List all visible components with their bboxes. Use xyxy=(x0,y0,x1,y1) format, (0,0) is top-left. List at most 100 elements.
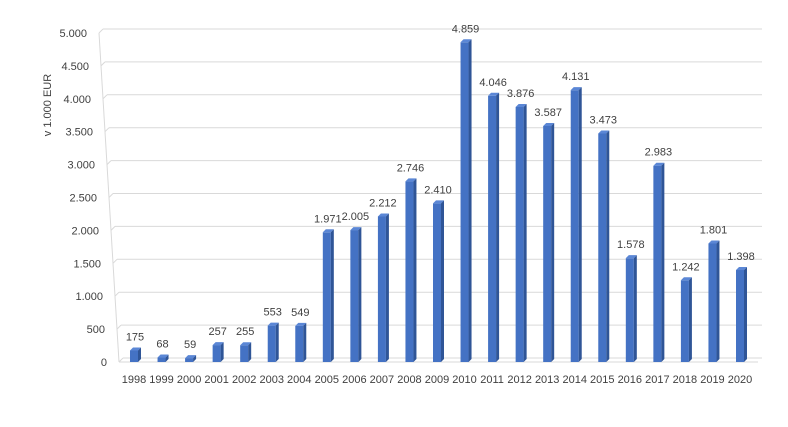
data-label: 1.242 xyxy=(672,261,700,273)
y-tick-label: 1.000 xyxy=(75,291,103,303)
bar-side xyxy=(413,178,417,362)
bar-top xyxy=(570,87,582,91)
bar-2000 xyxy=(185,358,194,362)
bar-2018 xyxy=(680,280,689,362)
x-tick-label: 2005 xyxy=(315,374,339,386)
gridline-corner xyxy=(100,61,106,67)
bar-top xyxy=(515,103,527,107)
bar-2020 xyxy=(736,270,744,362)
x-tick-label: 1998 xyxy=(122,374,146,386)
data-label: 1.801 xyxy=(700,224,728,236)
data-label: 553 xyxy=(264,307,282,319)
data-label: 2.212 xyxy=(369,197,397,209)
gridline-corner xyxy=(104,127,110,133)
bar-side xyxy=(496,92,500,363)
data-label: 3.876 xyxy=(507,88,535,100)
bar-2007 xyxy=(377,216,386,362)
data-label: 2.410 xyxy=(424,184,452,196)
data-label: 4.046 xyxy=(479,77,507,89)
bar-2006 xyxy=(350,230,359,362)
bar-side xyxy=(468,39,472,362)
bar-side xyxy=(193,355,197,362)
bar-2002 xyxy=(240,345,249,362)
x-tick-label: 2020 xyxy=(728,374,752,386)
bar-2004 xyxy=(295,325,304,362)
bar-side xyxy=(248,342,252,362)
bar-top xyxy=(185,355,197,359)
bar-2015 xyxy=(598,133,607,362)
gridline-corner xyxy=(112,258,118,264)
x-tick-label: 2012 xyxy=(507,374,531,386)
gridline-corner xyxy=(102,94,108,100)
bar-top xyxy=(212,342,224,346)
x-tick-label: 2001 xyxy=(204,374,228,386)
bar-2014 xyxy=(570,90,579,362)
data-label: 255 xyxy=(236,326,254,338)
data-label: 1.398 xyxy=(727,251,755,263)
bar-top xyxy=(543,122,555,126)
x-tick-label: 2016 xyxy=(618,374,642,386)
bar-top xyxy=(708,240,720,244)
bar-2011 xyxy=(488,95,497,363)
bar-side xyxy=(220,342,224,362)
y-tick-label: 0 xyxy=(101,357,107,369)
bar-side xyxy=(688,277,692,362)
gridline-corner xyxy=(108,193,114,198)
bar-side xyxy=(661,162,665,362)
x-tick-label: 2011 xyxy=(480,374,504,386)
bar-side xyxy=(330,229,334,362)
y-tick-label: 500 xyxy=(87,324,105,336)
bar-top xyxy=(653,162,665,166)
bar-top xyxy=(433,200,444,204)
bar-2019 xyxy=(708,243,717,362)
bar-top xyxy=(680,277,692,281)
y-tick-label: 4.000 xyxy=(63,94,91,106)
x-tick-label: 2000 xyxy=(177,374,201,386)
bar-side xyxy=(551,122,555,362)
bar-top xyxy=(598,130,610,134)
bar-top xyxy=(157,354,169,358)
x-tick-label: 2003 xyxy=(259,374,283,386)
y-tick-label: 3.500 xyxy=(65,127,93,139)
gridline-corner xyxy=(98,28,104,34)
bar-2001 xyxy=(212,345,221,362)
gridline-corner xyxy=(110,226,116,231)
bar-2003 xyxy=(267,325,276,362)
bar-side xyxy=(138,347,141,362)
x-tick-label: 2015 xyxy=(590,374,614,386)
y-tick-label: 3.000 xyxy=(67,160,95,172)
bar-top xyxy=(322,229,334,233)
bar-side xyxy=(716,240,720,362)
bar-2017 xyxy=(653,165,662,362)
y-tick-label: 2.000 xyxy=(71,225,99,237)
gridline-corner xyxy=(118,357,124,363)
data-label: 3.473 xyxy=(590,114,618,126)
gridline-corner xyxy=(106,160,112,165)
x-tick-label: 2013 xyxy=(535,374,559,386)
bar-top xyxy=(267,322,279,326)
x-tick-label: 1999 xyxy=(149,374,173,386)
bar-top xyxy=(460,39,472,43)
bar-2013 xyxy=(543,125,552,362)
x-tick-label: 2009 xyxy=(425,374,449,386)
x-tick-label: 2007 xyxy=(370,374,394,386)
bar-2009 xyxy=(433,203,441,362)
bar-side xyxy=(441,200,444,362)
x-tick-label: 2010 xyxy=(452,374,476,386)
bar-top xyxy=(736,267,747,271)
x-tick-label: 2019 xyxy=(700,374,724,386)
data-label: 257 xyxy=(208,326,226,338)
bar-top xyxy=(625,255,637,259)
data-label: 4.859 xyxy=(452,23,480,35)
bar-2005 xyxy=(322,232,331,362)
bar-2012 xyxy=(515,106,524,362)
bar-side xyxy=(385,213,389,362)
bar-top xyxy=(240,342,252,346)
data-label: 549 xyxy=(291,307,309,319)
bar-top xyxy=(130,347,141,351)
x-tick-label: 2018 xyxy=(673,374,697,386)
x-tick-label: 2006 xyxy=(342,374,366,386)
bar-1999 xyxy=(157,357,166,362)
x-tick-label: 2008 xyxy=(397,374,421,386)
data-label: 3.587 xyxy=(534,107,562,119)
